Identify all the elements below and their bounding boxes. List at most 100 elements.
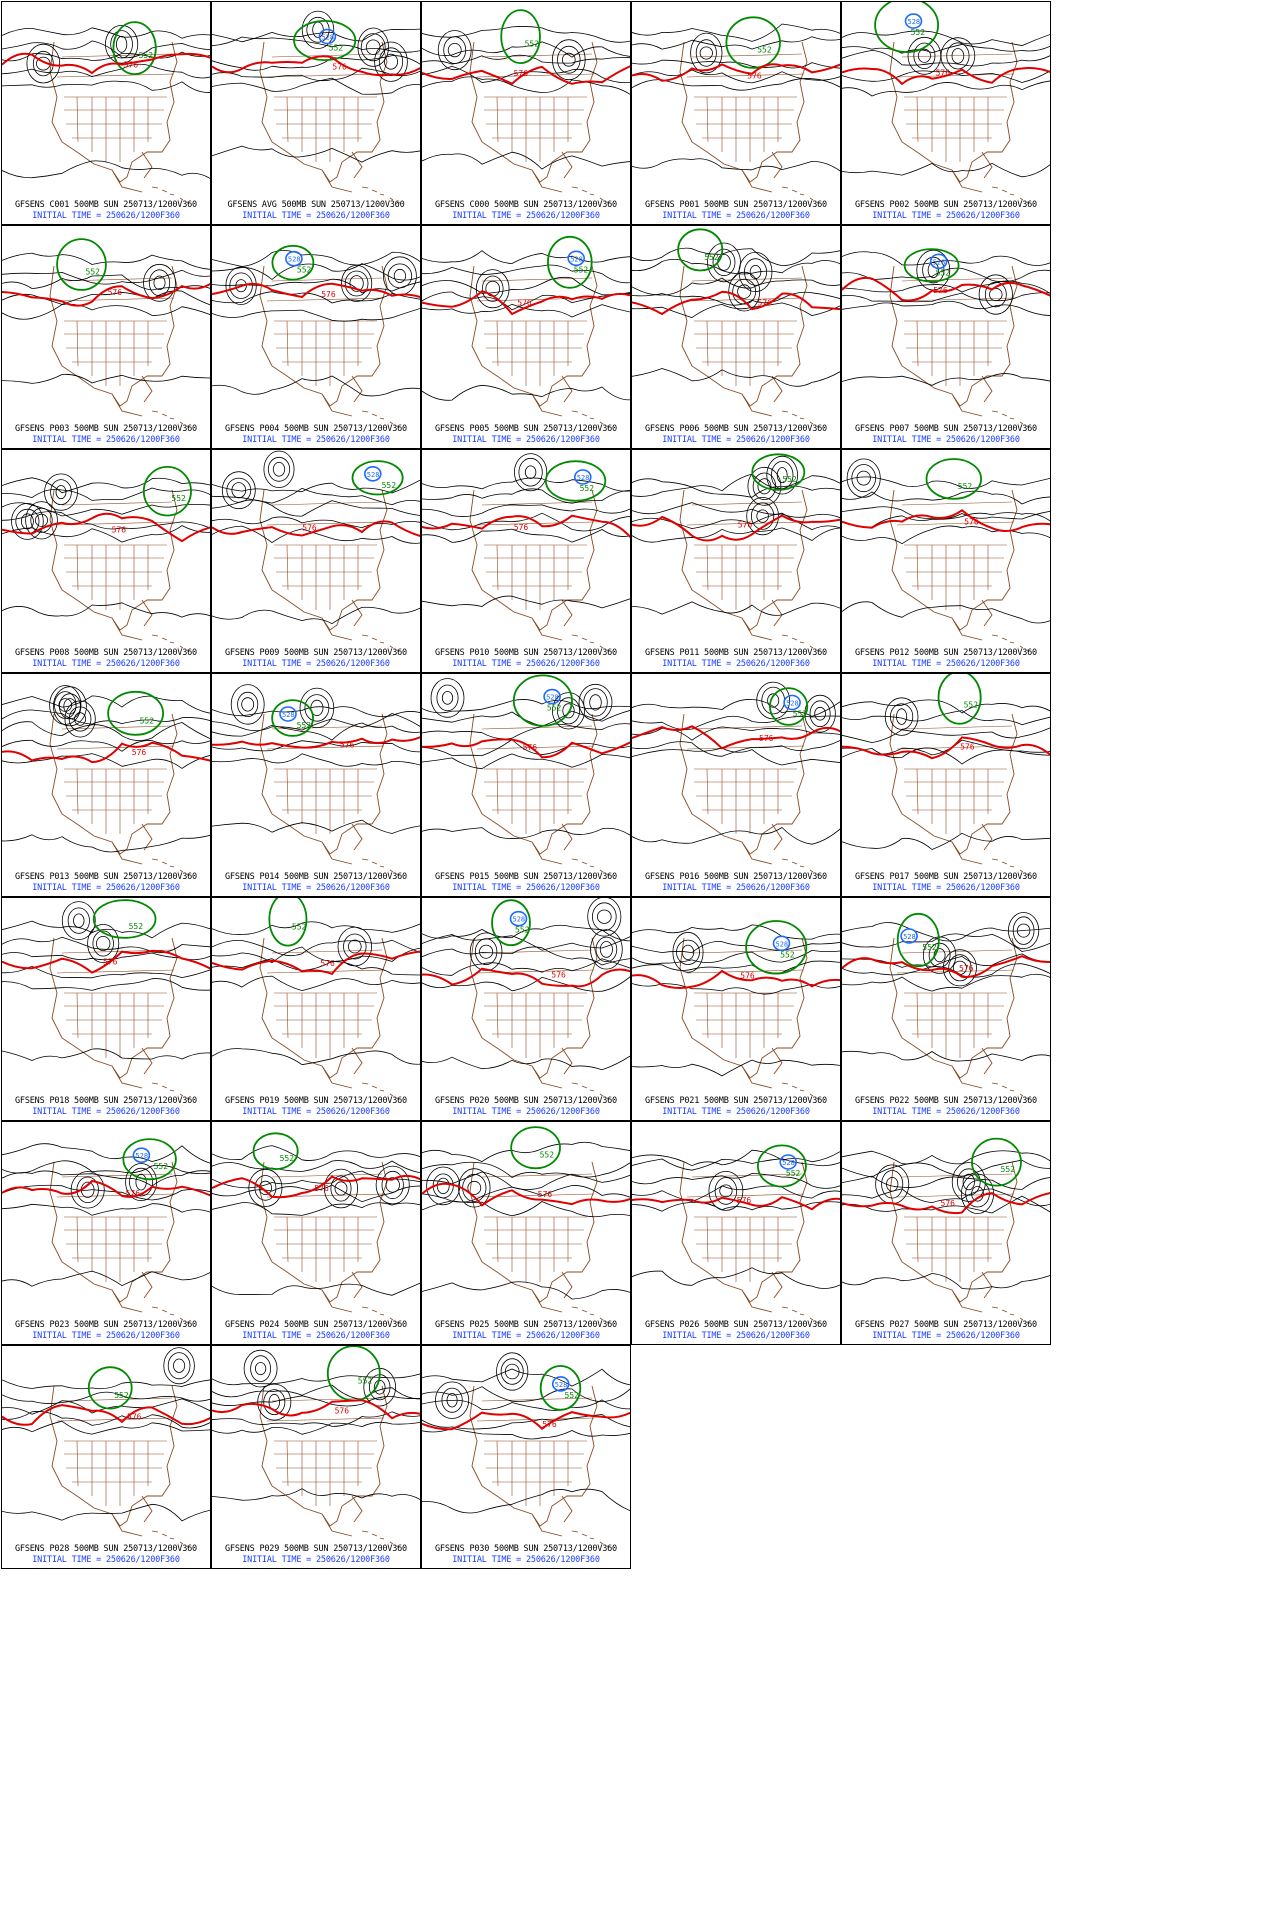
caribbean-islands xyxy=(991,1082,1031,1100)
caribbean-islands xyxy=(781,1306,821,1324)
closed-contour xyxy=(243,1349,278,1388)
contour-line xyxy=(842,1273,1050,1290)
coastline xyxy=(49,713,178,865)
contour-label-528: 528 xyxy=(776,940,789,948)
closed-contour xyxy=(886,1176,899,1192)
contour-label-552: 552 xyxy=(297,266,312,275)
contour-label-552: 552 xyxy=(936,268,951,277)
panel-title: GFSENS P016 500MB SUN 250713/1200V360 xyxy=(645,872,827,882)
closed-contour xyxy=(365,39,381,55)
caribbean-islands xyxy=(151,1530,191,1548)
contour-label-552: 552 xyxy=(958,482,973,491)
contour-label-576: 576 xyxy=(314,1184,329,1193)
contour-line xyxy=(212,1048,420,1066)
contour-552 xyxy=(756,1144,807,1188)
basemap xyxy=(889,937,1031,1100)
basemap xyxy=(469,41,611,204)
contour-line xyxy=(212,606,420,625)
contour-line xyxy=(422,595,630,609)
closed-contour xyxy=(374,41,408,82)
contour-576 xyxy=(2,52,210,75)
contour-line xyxy=(212,958,420,976)
contour-line xyxy=(2,1143,210,1164)
contour-576 xyxy=(842,955,1050,978)
panel-title: GFSENS P004 500MB SUN 250713/1200V360 xyxy=(225,424,407,434)
coastline xyxy=(49,937,178,1089)
closed-contour xyxy=(70,1171,105,1209)
contour-label-552: 552 xyxy=(171,494,186,503)
contour-line xyxy=(632,740,840,757)
contour-line xyxy=(632,949,840,965)
caribbean-islands xyxy=(151,634,191,652)
state-borders xyxy=(896,1173,1015,1282)
contour-line xyxy=(2,1270,210,1287)
closed-contour xyxy=(524,465,537,479)
closed-contour xyxy=(330,1175,352,1202)
panel-title: GFSENS P008 500MB SUN 250713/1200V360 xyxy=(15,648,197,658)
contour-528 xyxy=(772,935,791,952)
caribbean-islands xyxy=(151,410,191,428)
contour-552 xyxy=(500,9,541,64)
contour-576 xyxy=(422,1182,630,1207)
panel-title: GFSENS C000 500MB SUN 250713/1200V360 xyxy=(435,200,617,210)
contour-line xyxy=(212,921,420,935)
contour-line xyxy=(632,277,840,296)
panel-title: GFSENS P005 500MB SUN 250713/1200V360 xyxy=(435,424,617,434)
contour-528 xyxy=(364,465,382,482)
contour-line xyxy=(632,158,840,172)
map-panel: 552 576 GFSENS P025 500MB SUN 250713/1200V… xyxy=(421,1121,631,1345)
height-contour-map: 552 576 xyxy=(2,899,210,1100)
closed-contour xyxy=(589,694,602,711)
contour-line xyxy=(422,710,630,727)
contour-line xyxy=(422,738,630,757)
closed-contour xyxy=(695,39,717,67)
contour-line xyxy=(2,40,210,59)
contour-528 xyxy=(285,250,303,267)
coastline xyxy=(469,489,598,641)
contour-line xyxy=(212,375,420,397)
contour-label-576: 576 xyxy=(747,72,762,81)
state-borders xyxy=(686,53,805,162)
coastline xyxy=(469,1385,598,1537)
map-panel: 552 576 GFSENS P024 500MB SUN 250713/1200V… xyxy=(211,1121,421,1345)
contour-line xyxy=(2,1048,210,1061)
contour-line xyxy=(422,276,630,296)
closed-contour xyxy=(1012,916,1035,945)
contour-552 xyxy=(896,912,940,968)
black-contours xyxy=(212,250,420,397)
contour-label-576: 576 xyxy=(127,1413,142,1422)
closed-contour xyxy=(87,923,120,964)
coastline xyxy=(679,265,808,417)
black-contours xyxy=(842,912,1050,1062)
contour-576 xyxy=(2,282,210,307)
contour-label-552: 552 xyxy=(382,481,397,490)
panel-initial-time: INITIAL TIME = 250626/1200F360 xyxy=(662,1331,810,1341)
closed-contour xyxy=(254,1175,277,1201)
contour-576 xyxy=(2,1404,210,1426)
closed-contour xyxy=(479,944,494,959)
contour-line xyxy=(422,528,630,543)
closed-contour xyxy=(583,688,608,717)
closed-contour xyxy=(766,455,799,495)
closed-contour xyxy=(475,269,510,309)
contour-line xyxy=(422,699,630,714)
closed-contour xyxy=(248,1168,283,1207)
contour-line xyxy=(2,834,210,853)
contour-552 xyxy=(142,466,192,517)
contour-line xyxy=(212,250,420,267)
closed-contour xyxy=(756,509,769,523)
black-contours xyxy=(632,242,840,387)
contour-line xyxy=(2,709,210,725)
contour-line xyxy=(2,1160,210,1175)
closed-contour xyxy=(552,39,586,81)
closed-contour xyxy=(143,263,176,302)
black-contours xyxy=(842,30,1050,178)
contour-line xyxy=(422,1386,630,1402)
black-contours xyxy=(2,24,210,179)
contour-line xyxy=(632,1267,840,1289)
caribbean-islands xyxy=(571,1306,611,1324)
closed-contour xyxy=(681,944,695,960)
contour-label-552: 552 xyxy=(525,40,540,49)
basemap xyxy=(679,713,821,876)
